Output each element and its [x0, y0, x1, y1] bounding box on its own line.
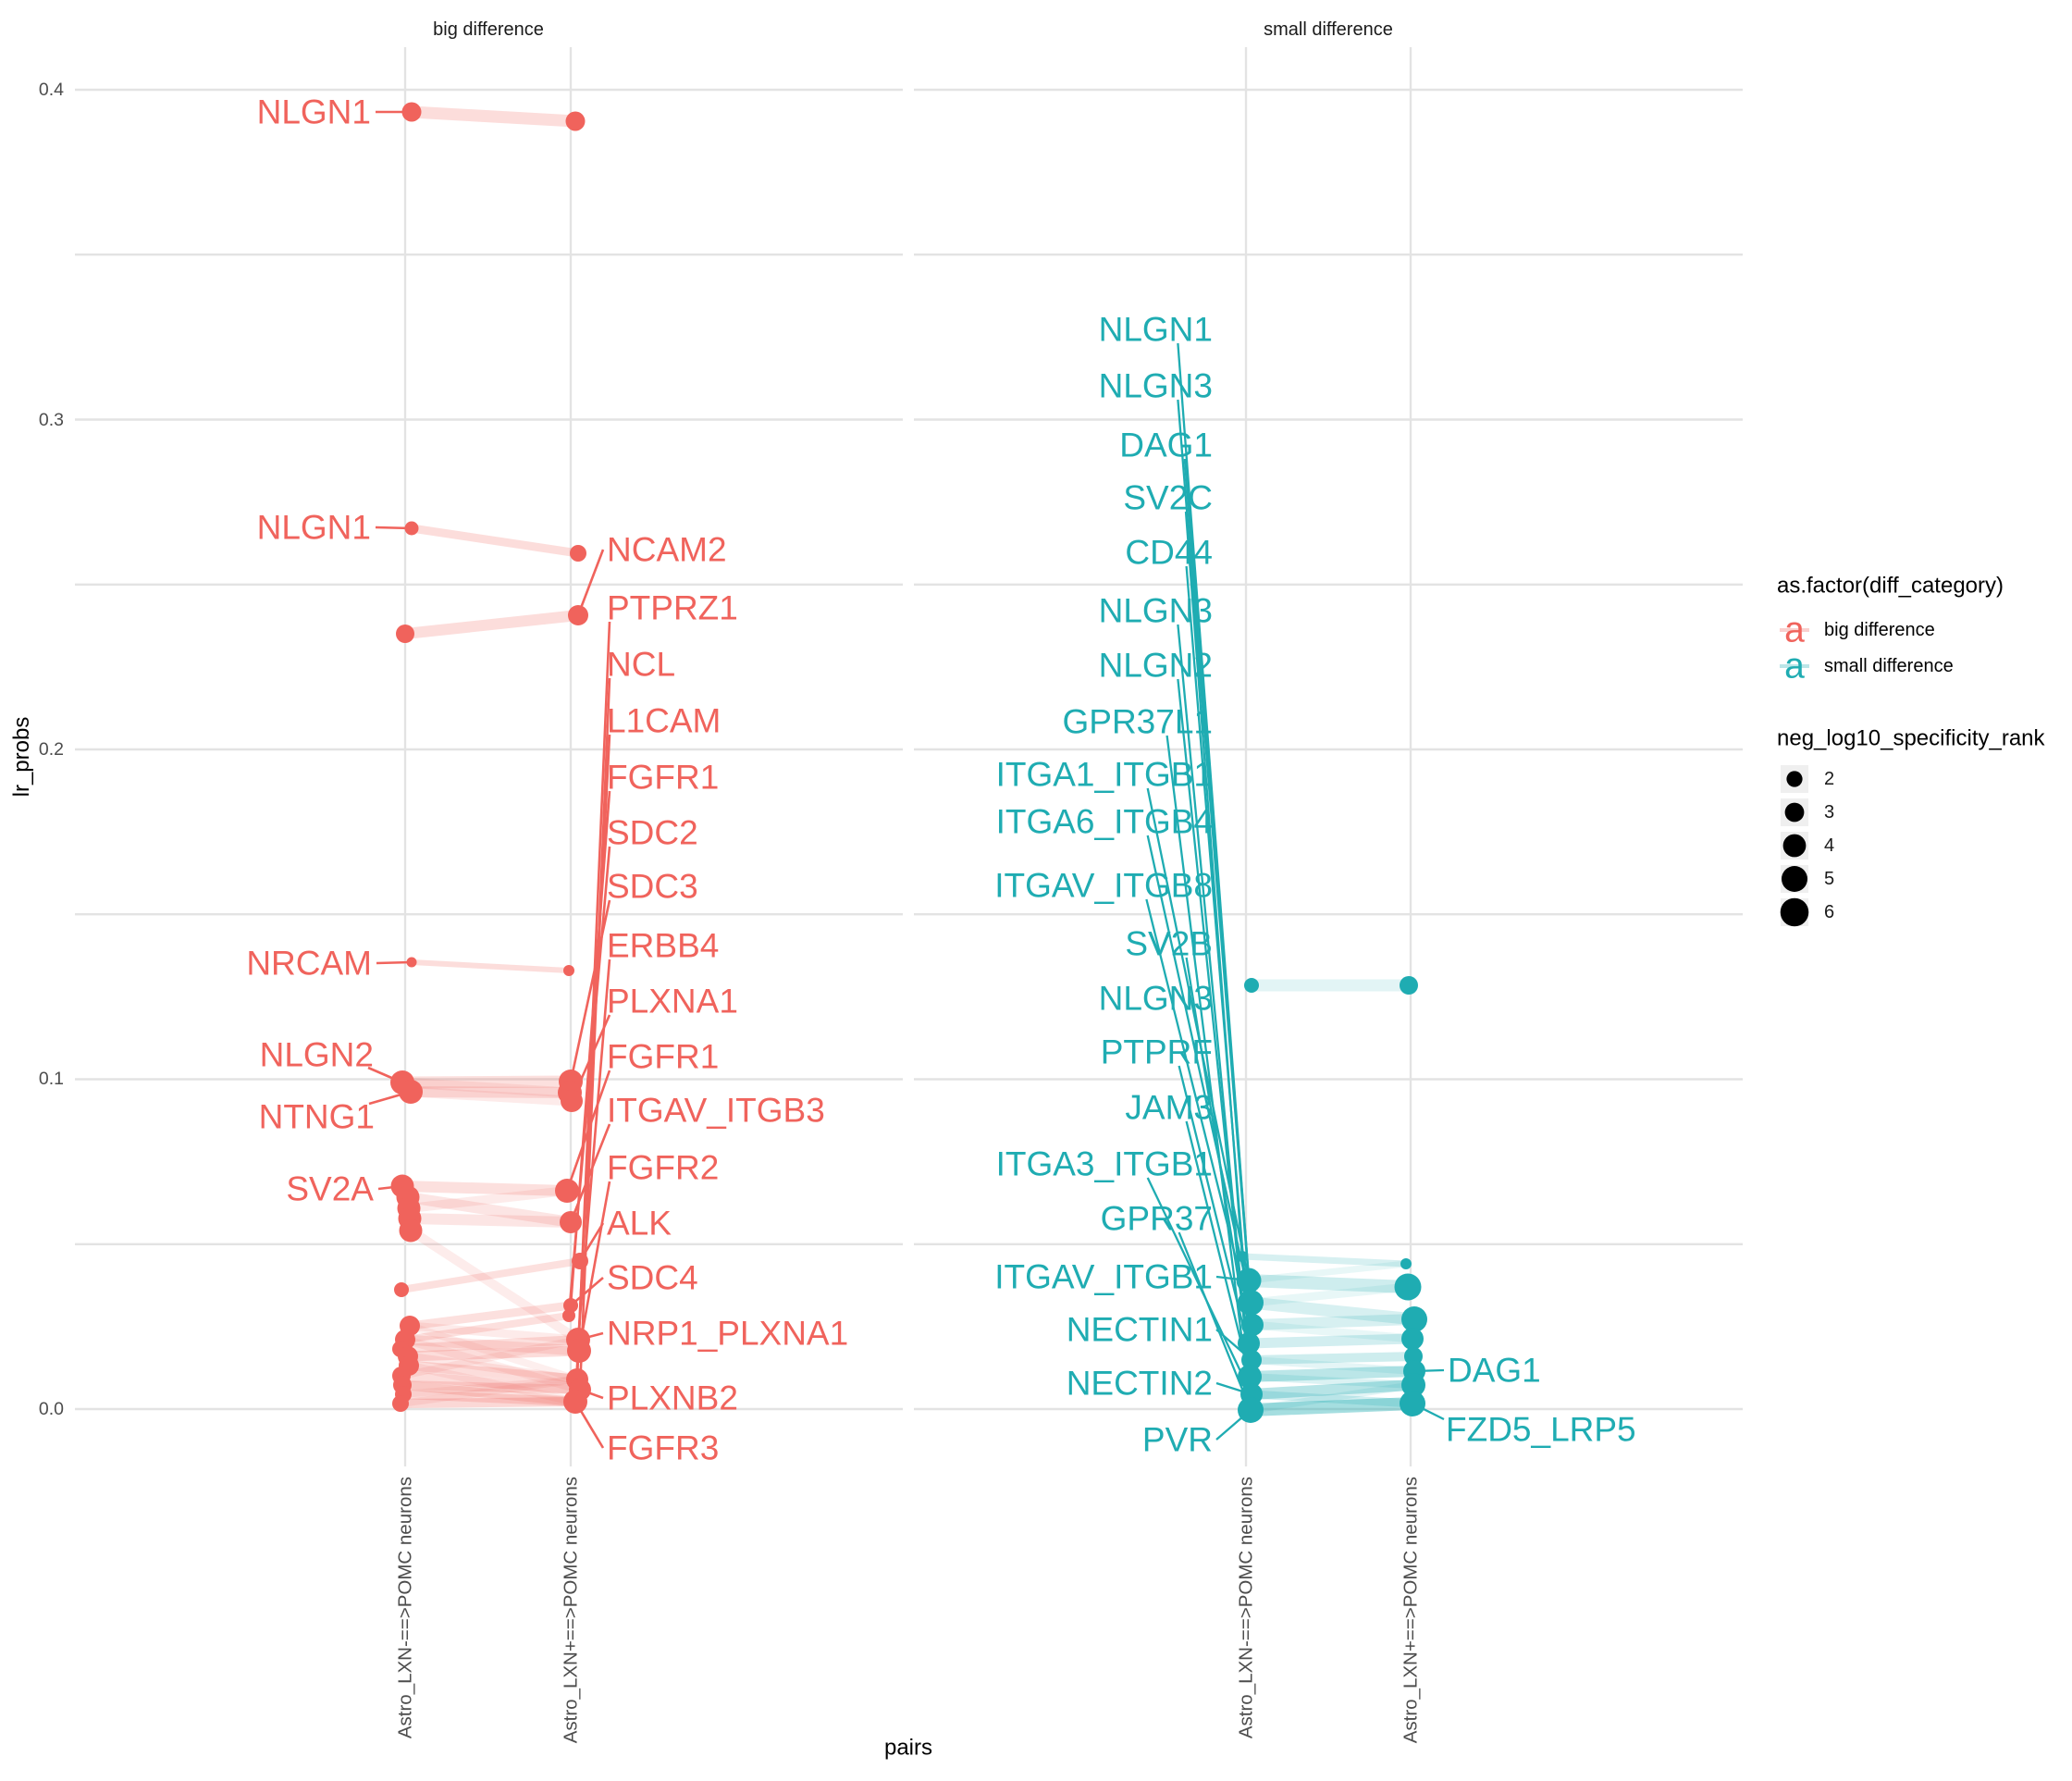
svg-text:GPR37: GPR37	[1101, 1200, 1213, 1238]
svg-text:CD44: CD44	[1125, 534, 1213, 572]
svg-text:lr_probs: lr_probs	[9, 717, 34, 798]
svg-text:2: 2	[1824, 769, 1834, 789]
svg-text:ERBB4: ERBB4	[607, 927, 719, 965]
svg-text:4: 4	[1824, 835, 1834, 856]
svg-text:NLGN1: NLGN1	[257, 93, 371, 131]
svg-text:ITGAV_ITGB8: ITGAV_ITGB8	[994, 867, 1213, 905]
svg-text:small difference: small difference	[1264, 19, 1393, 40]
svg-text:NLGN3: NLGN3	[1099, 980, 1213, 1018]
svg-text:L1CAM: L1CAM	[607, 702, 721, 740]
svg-text:DAG1: DAG1	[1119, 427, 1213, 464]
svg-text:NCAM2: NCAM2	[607, 531, 727, 569]
svg-text:SDC4: SDC4	[607, 1259, 698, 1297]
svg-text:SV2C: SV2C	[1123, 479, 1213, 517]
svg-text:PVR: PVR	[1142, 1421, 1213, 1459]
svg-text:FGFR1: FGFR1	[607, 1038, 719, 1076]
svg-text:PLXNA1: PLXNA1	[607, 983, 738, 1020]
svg-text:NECTIN2: NECTIN2	[1067, 1365, 1213, 1403]
svg-text:Astro_LXN-==>POMC neurons: Astro_LXN-==>POMC neurons	[1236, 1477, 1257, 1738]
svg-text:SDC3: SDC3	[607, 868, 698, 906]
svg-text:SV2B: SV2B	[1125, 925, 1213, 963]
svg-text:pairs: pairs	[884, 1736, 932, 1761]
svg-text:a: a	[1784, 611, 1805, 650]
svg-text:3: 3	[1824, 802, 1834, 822]
svg-text:ITGAV_ITGB3: ITGAV_ITGB3	[607, 1092, 825, 1130]
svg-text:NRCAM: NRCAM	[246, 945, 372, 983]
svg-text:6: 6	[1824, 902, 1834, 922]
svg-text:Astro_LXN+==>POMC neurons: Astro_LXN+==>POMC neurons	[1400, 1477, 1422, 1743]
svg-text:ITGA6_ITGB4: ITGA6_ITGB4	[996, 803, 1213, 841]
svg-text:Astro_LXN-==>POMC neurons: Astro_LXN-==>POMC neurons	[395, 1477, 416, 1738]
svg-text:SV2A: SV2A	[286, 1170, 374, 1208]
svg-text:a: a	[1784, 647, 1805, 686]
svg-text:NRP1_PLXNA1: NRP1_PLXNA1	[607, 1315, 848, 1353]
svg-text:PTPRZ1: PTPRZ1	[607, 589, 738, 627]
svg-text:0.1: 0.1	[39, 1069, 64, 1089]
svg-text:0.0: 0.0	[39, 1399, 64, 1419]
svg-text:NLGN1: NLGN1	[1099, 311, 1213, 349]
svg-text:big difference: big difference	[1824, 620, 1935, 640]
svg-text:NLGN1: NLGN1	[257, 509, 371, 547]
svg-text:FGFR1: FGFR1	[607, 759, 719, 797]
svg-text:PTPRF: PTPRF	[1101, 1033, 1213, 1071]
svg-text:neg_log10_specificity_rank: neg_log10_specificity_rank	[1777, 726, 2046, 751]
svg-text:GPR37L1: GPR37L1	[1063, 703, 1214, 741]
svg-text:NCL: NCL	[607, 646, 675, 684]
svg-text:as.factor(diff_category): as.factor(diff_category)	[1777, 574, 2004, 599]
svg-text:FGFR3: FGFR3	[607, 1429, 719, 1467]
svg-text:NTNG1: NTNG1	[259, 1098, 375, 1136]
svg-text:ITGA3_ITGB1: ITGA3_ITGB1	[996, 1145, 1213, 1183]
svg-text:NLGN2: NLGN2	[1099, 647, 1213, 685]
svg-text:small difference: small difference	[1824, 656, 1954, 676]
svg-text:FGFR2: FGFR2	[607, 1149, 719, 1187]
svg-text:ALK: ALK	[607, 1205, 672, 1243]
svg-text:0.4: 0.4	[39, 80, 64, 100]
svg-text:JAM3: JAM3	[1125, 1089, 1213, 1127]
svg-text:DAG1: DAG1	[1448, 1352, 1541, 1390]
svg-text:NLGN3: NLGN3	[1099, 592, 1213, 630]
svg-text:ITGA1_ITGB1: ITGA1_ITGB1	[996, 756, 1213, 794]
svg-text:Astro_LXN+==>POMC neurons: Astro_LXN+==>POMC neurons	[561, 1477, 582, 1743]
svg-text:FZD5_LRP5: FZD5_LRP5	[1446, 1411, 1636, 1449]
svg-text:0.3: 0.3	[39, 410, 64, 430]
svg-text:PLXNB2: PLXNB2	[607, 1379, 738, 1417]
svg-text:5: 5	[1824, 869, 1834, 889]
svg-text:big difference: big difference	[433, 19, 544, 40]
svg-text:ITGAV_ITGB1: ITGAV_ITGB1	[994, 1258, 1213, 1296]
svg-text:NLGN2: NLGN2	[260, 1036, 374, 1074]
svg-text:0.2: 0.2	[39, 739, 64, 760]
svg-text:NLGN3: NLGN3	[1099, 367, 1213, 405]
svg-text:NECTIN1: NECTIN1	[1067, 1311, 1213, 1349]
svg-text:SDC2: SDC2	[607, 814, 698, 852]
